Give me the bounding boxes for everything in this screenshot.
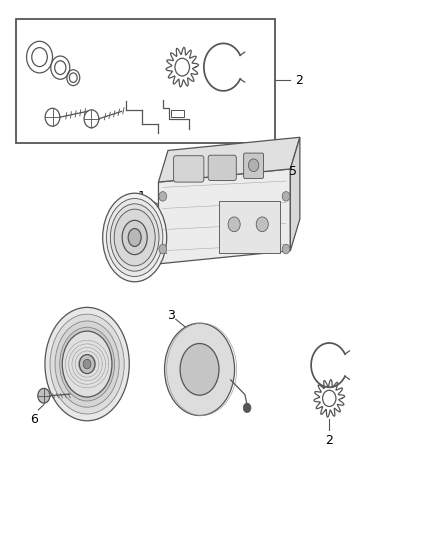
Ellipse shape — [102, 193, 167, 282]
Text: 3: 3 — [167, 309, 175, 321]
Circle shape — [159, 244, 167, 254]
Polygon shape — [159, 138, 300, 182]
Ellipse shape — [122, 220, 147, 255]
Ellipse shape — [165, 323, 235, 416]
Ellipse shape — [106, 198, 163, 277]
Polygon shape — [290, 138, 300, 251]
Circle shape — [159, 191, 167, 201]
Circle shape — [282, 191, 290, 201]
Circle shape — [243, 403, 251, 413]
Ellipse shape — [114, 209, 155, 266]
FancyBboxPatch shape — [244, 153, 264, 179]
Ellipse shape — [50, 314, 124, 414]
Text: 2: 2 — [325, 434, 333, 447]
Ellipse shape — [62, 331, 112, 397]
Text: 4: 4 — [65, 317, 73, 330]
Ellipse shape — [180, 343, 219, 395]
Polygon shape — [159, 169, 290, 264]
Text: 2: 2 — [296, 74, 304, 87]
Circle shape — [83, 359, 91, 369]
Ellipse shape — [110, 204, 159, 271]
Text: 5: 5 — [289, 165, 297, 178]
Ellipse shape — [55, 321, 119, 407]
Bar — [16, 19, 275, 142]
Circle shape — [79, 354, 95, 374]
Circle shape — [228, 217, 240, 232]
Ellipse shape — [60, 327, 114, 401]
Text: 1: 1 — [137, 190, 145, 204]
FancyBboxPatch shape — [208, 155, 236, 181]
Bar — [171, 110, 184, 117]
Circle shape — [248, 159, 259, 172]
Ellipse shape — [45, 308, 129, 421]
FancyBboxPatch shape — [219, 200, 279, 253]
Circle shape — [256, 217, 268, 232]
Ellipse shape — [128, 229, 141, 246]
Text: 6: 6 — [30, 413, 38, 426]
FancyBboxPatch shape — [173, 156, 204, 182]
Circle shape — [282, 244, 290, 254]
Circle shape — [38, 389, 50, 403]
